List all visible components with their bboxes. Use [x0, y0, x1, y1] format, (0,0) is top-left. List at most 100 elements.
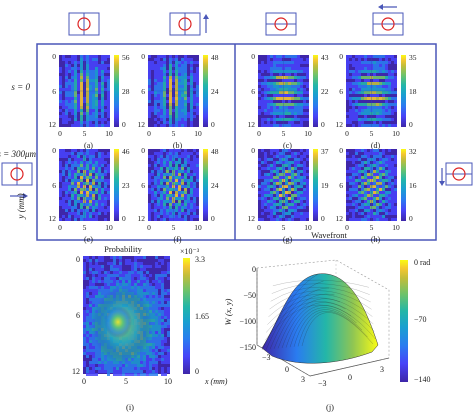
panel-d-cbar-tick: 35	[409, 53, 417, 62]
z-tick-3: −150	[239, 343, 256, 352]
panel-e-cbar-tick: 46	[122, 147, 130, 156]
panel-d-xtick: 5	[370, 129, 374, 138]
schematic-icon-h	[439, 162, 473, 186]
probability-panel: Probability 0 6 12 0 5 10 (i) ×10⁻³ 3.3 …	[72, 244, 228, 412]
panel-h-ytick: 0	[339, 146, 343, 155]
schematic-icon-e	[1, 162, 33, 199]
prob-cbar-1: 1.65	[195, 312, 209, 321]
panel-a-cbar-tick: 28	[122, 87, 130, 96]
panel-g-cbar-tick: 37	[321, 147, 329, 156]
panel-a-ytick: 6	[52, 87, 56, 96]
panel-e-colorbar	[114, 149, 119, 221]
prob-xtick-1: 5	[124, 377, 128, 386]
panel-f-ytick: 6	[141, 181, 145, 190]
panel-h-ytick: 12	[336, 214, 344, 223]
y-axis-label: y (mm)	[16, 193, 26, 219]
panel-h-xtick: 0	[345, 223, 349, 232]
panel-f-ytick: 12	[138, 214, 146, 223]
surface-xtick-2: 3	[380, 365, 384, 374]
prob-xtick-2: 10	[164, 377, 172, 386]
surface-panel-label: (j)	[326, 402, 334, 412]
panel-a-ytick: 12	[49, 120, 57, 129]
wavefront-surface-panel: 0 −50 −100 −150 W (x, y) −3 0 3 −3 0 3 (…	[223, 258, 431, 412]
z-tick-0: 0	[252, 265, 256, 274]
panel-h-cbar-tick: 0	[409, 214, 413, 223]
panel-e-cbar-tick: 0	[122, 214, 126, 223]
surface-cbar-2: −140	[414, 375, 431, 384]
panel-a-xtick: 0	[58, 129, 62, 138]
schematic-icon-c	[265, 12, 297, 36]
panel-e-ytick: 0	[52, 146, 56, 155]
panel-d-ytick: 6	[339, 87, 343, 96]
panel-e-xtick: 5	[83, 223, 87, 232]
panel-b-colorbar	[203, 55, 208, 127]
probability-colorbar	[183, 258, 190, 374]
panel-a-xtick: 5	[83, 129, 87, 138]
row-label-s0: s = 0	[11, 82, 30, 92]
panel-h-cbar-tick: 32	[409, 147, 417, 156]
prob-ytick-0: 0	[76, 255, 80, 264]
panel-h-xtick: 10	[392, 223, 400, 232]
surface-ytick-2: 3	[301, 375, 305, 384]
prob-xtick-0: 0	[82, 377, 86, 386]
panel-b-ytick: 12	[138, 120, 146, 129]
panel-h-xtick: 5	[370, 223, 374, 232]
panel-h-label: (h)	[371, 235, 381, 244]
probability-cbar-exponent: ×10⁻³	[180, 247, 200, 256]
probability-xlabel: x (mm)	[204, 377, 228, 386]
panel-g-cbar-tick: 0	[321, 214, 325, 223]
panel-b-label: (b)	[173, 141, 183, 150]
panel-b-xtick: 5	[172, 129, 176, 138]
panel-b-cbar-tick: 0	[211, 120, 215, 129]
prob-cbar-0: 3.3	[195, 255, 205, 264]
prob-ytick-2: 12	[72, 367, 80, 376]
panel-e-ytick: 6	[52, 181, 56, 190]
panel-e-xtick: 10	[105, 223, 113, 232]
panel-g-ytick: 0	[251, 146, 255, 155]
panel-d-xtick: 10	[392, 129, 400, 138]
panel-a-colorbar	[114, 55, 119, 127]
surface-ytick-0: −3	[262, 353, 271, 362]
panel-a-xtick: 10	[105, 129, 113, 138]
panel-c-ytick: 6	[251, 87, 255, 96]
surface-cbar-1: −70	[414, 315, 427, 324]
surface-colorbar	[400, 260, 408, 382]
panel-g-xtick: 0	[257, 223, 261, 232]
panel-h-colorbar	[401, 149, 406, 221]
panel-g-ytick: 12	[248, 214, 256, 223]
panel-e-xtick: 0	[58, 223, 62, 232]
surface-cbar-0: 0 rad	[414, 258, 430, 267]
panel-c-cbar-tick: 0	[321, 120, 325, 129]
panel-b-xtick: 10	[194, 129, 202, 138]
surface-ytick-1: 0	[285, 365, 289, 374]
prob-cbar-2: 0	[195, 367, 199, 376]
panel-f-xtick: 0	[147, 223, 151, 232]
panel-a-cbar-tick: 0	[122, 120, 126, 129]
schematic-icon-b	[169, 12, 209, 36]
panel-a-ytick: 0	[52, 52, 56, 61]
probability-panel-label: (i)	[126, 402, 134, 412]
z-tick-2: −100	[239, 317, 256, 326]
panel-c-ytick: 12	[248, 120, 256, 129]
panel-a-label: (a)	[84, 141, 93, 150]
panel-d-label: (d)	[371, 141, 381, 150]
probability-title: Probability	[104, 244, 143, 254]
panel-f-colorbar	[203, 149, 208, 221]
panel-g-cbar-tick: 19	[321, 181, 329, 190]
panel-g-colorbar	[313, 149, 318, 221]
panel-c-label: (c)	[283, 141, 292, 150]
panel-g-xtick: 10	[304, 223, 312, 232]
panel-c-cbar-tick: 22	[321, 87, 329, 96]
panel-g-ytick: 6	[251, 181, 255, 190]
surface-xtick-1: 0	[348, 373, 352, 382]
panel-c-cbar-tick: 43	[321, 53, 329, 62]
